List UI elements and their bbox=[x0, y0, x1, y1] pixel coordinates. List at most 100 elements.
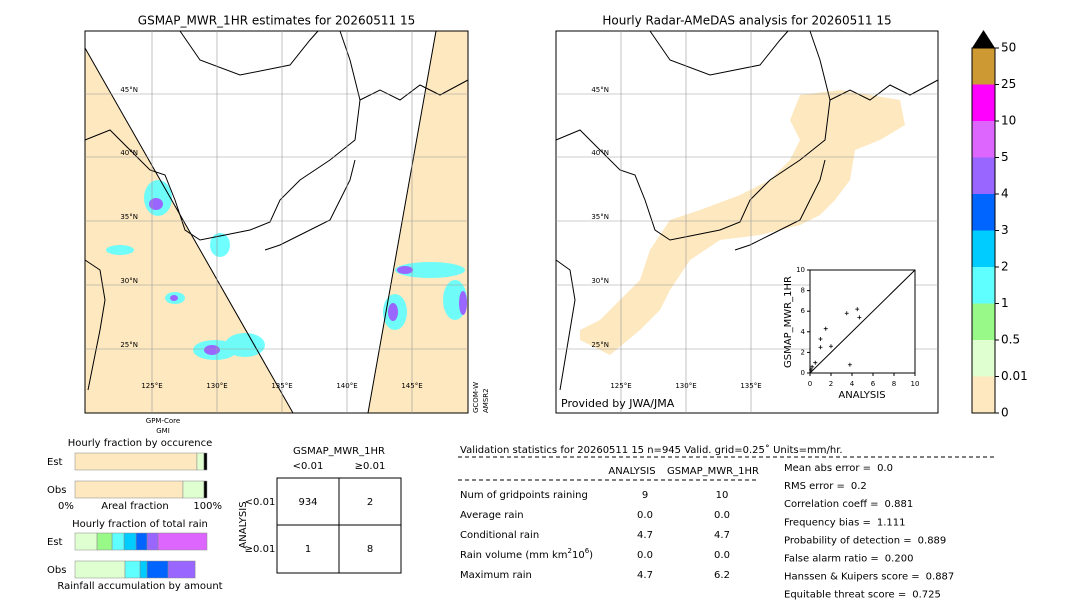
cell: 4.7 bbox=[714, 530, 730, 541]
point bbox=[829, 344, 833, 349]
label-part: Average rain bbox=[460, 510, 524, 521]
colorbar-label: 1 bbox=[1001, 296, 1009, 310]
y-tick-label: 0 bbox=[801, 369, 805, 377]
cell: 0.0 bbox=[637, 550, 653, 561]
cell: 4.7 bbox=[637, 530, 653, 541]
col-header: GSMAP_MWR_1HR bbox=[667, 466, 759, 477]
y-tick-label: 10 bbox=[796, 266, 805, 274]
panel-title: Hourly fraction by occurence bbox=[68, 438, 212, 449]
cell: 2 bbox=[367, 497, 373, 508]
label-part: Rain volume (mm km bbox=[460, 550, 567, 561]
colorbar-bin bbox=[972, 84, 995, 121]
colorbar-label: 50 bbox=[1001, 41, 1016, 55]
axis-label: 100% bbox=[193, 501, 222, 512]
score-label: Hanssen & Kuipers score = bbox=[784, 572, 920, 583]
right-map bbox=[555, 30, 939, 414]
label-part: 6 bbox=[585, 547, 590, 555]
score-value: 0.725 bbox=[912, 590, 941, 601]
label-part: Maximum rain bbox=[460, 570, 532, 581]
credit: Provided by JWA/JMA bbox=[561, 397, 675, 410]
row-title: ANALYSIS bbox=[238, 501, 249, 548]
fraction-segment bbox=[74, 452, 198, 471]
panel-title: Hourly fraction of total rain bbox=[72, 519, 208, 530]
cell: 0.0 bbox=[714, 550, 730, 561]
lat-label: 45°N bbox=[591, 86, 609, 94]
cell: 6.2 bbox=[714, 570, 730, 581]
axis-label: Areal fraction bbox=[101, 501, 168, 512]
row-label: Average rain bbox=[460, 510, 524, 521]
fraction-segment bbox=[124, 560, 141, 579]
fraction-segment bbox=[157, 532, 208, 551]
diagonal bbox=[809, 269, 916, 374]
row-label: Est bbox=[47, 537, 63, 548]
caption: Rainfall accumulation by amount bbox=[57, 581, 222, 592]
cell: 934 bbox=[298, 497, 317, 508]
row-label: <0.01 bbox=[245, 497, 276, 508]
colorbar-bin bbox=[972, 157, 995, 194]
label-part: Conditional rain bbox=[460, 530, 539, 541]
y-tick-label: 8 bbox=[801, 287, 805, 295]
fraction-segment bbox=[203, 480, 208, 499]
y-tick-label: 6 bbox=[801, 307, 806, 315]
axis-label: 0% bbox=[58, 501, 74, 512]
score: Probability of detection = 0.889 bbox=[784, 535, 946, 546]
score-value: 0.887 bbox=[926, 572, 955, 583]
colorbar-bin bbox=[972, 121, 995, 158]
colorbar-bin bbox=[972, 303, 995, 340]
fraction-segment bbox=[203, 452, 208, 471]
score-value: 0.0 bbox=[877, 463, 893, 474]
lat-label: 30°N bbox=[120, 277, 138, 285]
fraction-segment bbox=[139, 560, 148, 579]
point bbox=[818, 337, 823, 342]
x-tick-label: 0 bbox=[808, 380, 812, 388]
fraction-segment bbox=[196, 452, 205, 471]
lat-label: 25°N bbox=[120, 341, 138, 349]
lat-label: 45°N bbox=[120, 86, 138, 94]
colorbar-label: 4 bbox=[1001, 187, 1009, 201]
lat-label: 25°N bbox=[591, 341, 609, 349]
colorbar-label: 10 bbox=[1001, 114, 1016, 128]
score-value: 0.200 bbox=[885, 554, 914, 565]
cell: 0.0 bbox=[637, 510, 653, 521]
label-part: 2 bbox=[567, 547, 571, 555]
colorbar-bin bbox=[972, 340, 995, 377]
lat-label: 35°N bbox=[120, 213, 138, 221]
score-label: Equitable threat score = bbox=[784, 590, 906, 601]
fraction-segment bbox=[74, 532, 98, 551]
lon-label: 135°E bbox=[271, 382, 292, 390]
score-label: Frequency bias = bbox=[784, 517, 871, 528]
lon-label: 145°E bbox=[401, 382, 422, 390]
score: Hanssen & Kuipers score = 0.887 bbox=[784, 572, 954, 583]
score-label: RMS error = bbox=[784, 481, 845, 492]
score-label: False alarm ratio = bbox=[784, 554, 879, 565]
fraction-segment bbox=[146, 532, 159, 551]
satellite-label: GCOM-W bbox=[472, 382, 480, 413]
score: False alarm ratio = 0.200 bbox=[784, 554, 913, 565]
left-map bbox=[84, 30, 469, 414]
cell: 10 bbox=[716, 490, 729, 501]
lat-label: 35°N bbox=[591, 213, 609, 221]
fraction-segment bbox=[111, 532, 125, 551]
score-value: 1.111 bbox=[877, 517, 906, 528]
colorbar-label: 0.01 bbox=[1001, 369, 1028, 383]
colorbar-bin bbox=[972, 230, 995, 267]
point bbox=[855, 307, 860, 312]
row-label: Obs bbox=[47, 565, 66, 576]
fraction-segment bbox=[146, 560, 169, 579]
lon-label: 135°E bbox=[740, 382, 761, 390]
score: Correlation coeff = 0.881 bbox=[784, 499, 913, 510]
label-part: ) bbox=[589, 550, 593, 561]
point bbox=[818, 345, 823, 350]
colorbar-bin bbox=[972, 376, 995, 413]
lon-label: 125°E bbox=[141, 382, 162, 390]
row-label: Conditional rain bbox=[460, 530, 539, 541]
fraction-segment bbox=[96, 532, 113, 551]
colorbar-label: 0.5 bbox=[1001, 333, 1020, 347]
score: Frequency bias = 1.111 bbox=[784, 517, 906, 528]
lon-label: 125°E bbox=[610, 382, 631, 390]
point bbox=[810, 364, 815, 369]
label-part: 10 bbox=[572, 550, 585, 561]
x-tick-label: 8 bbox=[892, 380, 896, 388]
fraction-segment bbox=[167, 560, 196, 579]
cell: 4.7 bbox=[637, 570, 653, 581]
